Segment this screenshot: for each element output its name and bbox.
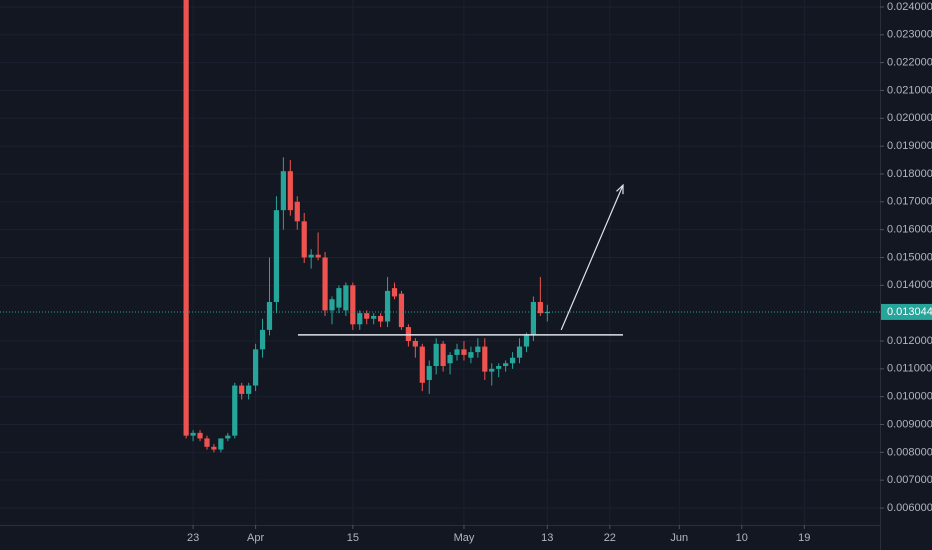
candle-body [350, 285, 356, 325]
candle-body [530, 302, 537, 336]
candle-body [461, 349, 467, 355]
candle-body [343, 285, 349, 311]
candle-body [294, 201, 300, 222]
y-tick-label: 0.022000 [887, 57, 932, 69]
y-tick-label: 0.015000 [887, 251, 932, 263]
candle-body [475, 346, 481, 353]
candle-body [357, 313, 363, 325]
x-tick-label: 23 [187, 532, 199, 544]
candle-body [329, 299, 335, 311]
candle-body [252, 349, 259, 386]
candle-body [190, 432, 196, 436]
candle-body [516, 346, 523, 358]
y-tick-label: 0.024000 [887, 1, 932, 13]
y-tick-label: 0.008000 [887, 446, 932, 458]
candle-body [544, 311, 550, 314]
candle-body [371, 315, 377, 319]
y-tick-label: 0.010000 [887, 391, 932, 403]
candle-body [239, 385, 245, 394]
y-tick-label: 0.020000 [887, 112, 932, 124]
candle-body [384, 290, 391, 322]
candle-body [503, 363, 509, 367]
candle-body [419, 346, 425, 383]
candle-body [287, 171, 293, 211]
candle-body [246, 385, 252, 394]
candle-body [489, 368, 495, 372]
x-tick-label: 13 [541, 532, 553, 544]
y-tick-label: 0.007000 [887, 474, 932, 486]
x-tick-label: May [454, 532, 475, 544]
candle-body [197, 432, 203, 439]
arrow-shaft [560, 184, 624, 331]
last-price-badge [881, 303, 932, 320]
y-tick-label: 0.012000 [887, 335, 932, 347]
candle-body [183, 0, 189, 436]
candle-body [509, 357, 516, 364]
y-tick-label: 0.017000 [887, 196, 932, 208]
candle-body [405, 327, 412, 341]
candle-body [315, 254, 321, 258]
candle-body [378, 315, 384, 322]
candle-body [259, 329, 266, 350]
candle-body [440, 343, 446, 367]
y-tick-label: 0.006000 [887, 502, 932, 514]
candle-body [426, 366, 432, 380]
plot-area [0, 0, 880, 525]
x-tick-label: Apr [247, 532, 264, 544]
x-tick-label: Jun [670, 532, 688, 544]
candle-body [280, 171, 286, 211]
candle-body [412, 340, 418, 347]
y-tick-label: 0.014000 [887, 279, 932, 291]
candle-body [218, 438, 224, 450]
x-tick-label: 22 [604, 532, 616, 544]
arrow-head [616, 183, 624, 195]
candle-body [301, 221, 307, 258]
candle-body [225, 435, 231, 439]
y-tick-label: 0.018000 [887, 168, 932, 180]
candle-body [273, 210, 280, 303]
candle-body [364, 313, 370, 319]
candle-body [496, 366, 502, 369]
y-tick-label: 0.009000 [887, 418, 932, 430]
y-tick-label: 0.019000 [887, 140, 932, 152]
candle-body [433, 343, 439, 367]
last-price-label: 0.013044 [887, 306, 932, 318]
candle-body [336, 288, 342, 308]
candle-body [391, 288, 398, 297]
y-tick-label: 0.023000 [887, 29, 932, 41]
candle-body [398, 293, 405, 328]
y-tick-label: 0.021000 [887, 84, 932, 96]
x-tick-label: 10 [736, 532, 748, 544]
x-tick-label: 19 [798, 532, 810, 544]
candle-body [204, 438, 210, 447]
candle-body [523, 335, 530, 347]
candle-body [232, 385, 238, 436]
candle-body [454, 349, 460, 355]
candle-body [468, 352, 474, 358]
y-tick-label: 0.016000 [887, 224, 932, 236]
candle-body [266, 302, 273, 330]
candle-body [322, 257, 328, 311]
candle-body [482, 346, 488, 372]
candle-body [537, 302, 543, 314]
candle-body [308, 254, 314, 258]
x-tick-label: 15 [347, 532, 359, 544]
candle-body [211, 446, 217, 450]
y-tick-label: 0.011000 [887, 363, 932, 375]
candle-body [447, 354, 453, 364]
